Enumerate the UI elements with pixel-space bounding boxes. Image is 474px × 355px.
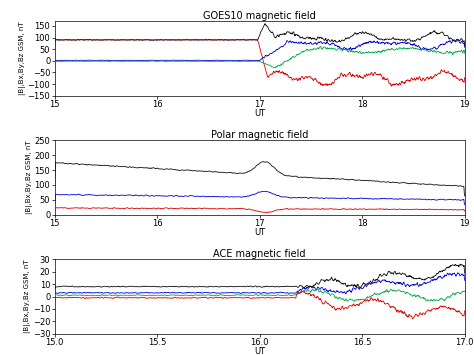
Y-axis label: |B|,Bx,By,Bz GSM, nT: |B|,Bx,By,Bz GSM, nT [26,141,33,214]
Title: GOES10 magnetic field: GOES10 magnetic field [203,11,316,21]
X-axis label: UT: UT [254,228,265,237]
Y-axis label: |B|,Bx,By,Bz GSM, nT: |B|,Bx,By,Bz GSM, nT [19,22,26,95]
Title: ACE magnetic field: ACE magnetic field [213,248,306,258]
X-axis label: UT: UT [254,347,265,355]
Title: Polar magnetic field: Polar magnetic field [211,130,308,140]
Y-axis label: |B|,Bx,By,Bz GSM, nT: |B|,Bx,By,Bz GSM, nT [24,260,31,333]
X-axis label: UT: UT [254,109,265,118]
